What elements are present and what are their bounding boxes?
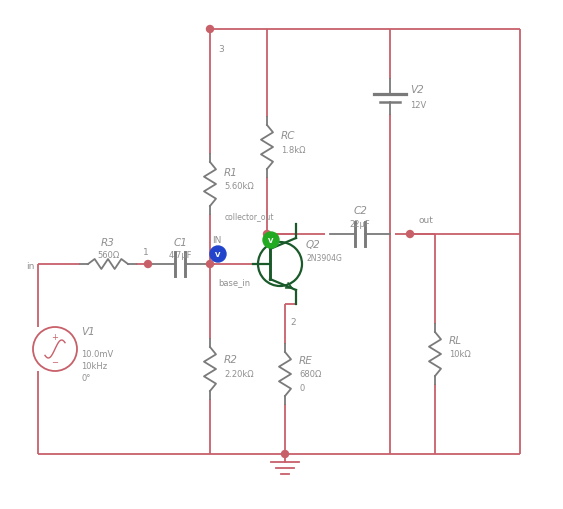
Text: 12V: 12V	[410, 100, 426, 109]
Text: RE: RE	[299, 355, 313, 365]
Text: Q2: Q2	[306, 240, 321, 249]
Text: 0: 0	[299, 384, 304, 393]
Text: 560Ω: 560Ω	[97, 250, 119, 259]
Text: R2: R2	[224, 354, 238, 364]
Text: R3: R3	[101, 238, 115, 247]
Text: 4.7μF: 4.7μF	[168, 250, 192, 259]
Text: RC: RC	[281, 131, 296, 140]
Circle shape	[282, 450, 288, 458]
Text: 5.60kΩ: 5.60kΩ	[224, 182, 254, 191]
Text: −: −	[51, 358, 59, 367]
Circle shape	[207, 261, 213, 268]
Text: out: out	[418, 216, 433, 225]
Text: 10kΩ: 10kΩ	[449, 350, 471, 359]
Text: 1.8kΩ: 1.8kΩ	[281, 146, 306, 155]
Text: 22μF: 22μF	[350, 220, 370, 229]
Text: V: V	[269, 238, 274, 243]
Text: C1: C1	[173, 238, 187, 247]
Text: +: +	[52, 333, 59, 342]
Text: R1: R1	[224, 167, 238, 178]
Circle shape	[406, 231, 413, 238]
Circle shape	[207, 26, 213, 34]
Text: RL: RL	[449, 335, 462, 345]
Text: 10kHz: 10kHz	[81, 362, 107, 371]
Text: V: V	[215, 251, 221, 258]
Text: 2: 2	[290, 318, 296, 327]
Text: 10.0mV: 10.0mV	[81, 350, 113, 359]
Circle shape	[210, 246, 226, 263]
Text: 2N3904G: 2N3904G	[306, 254, 342, 263]
Text: 2.20kΩ: 2.20kΩ	[224, 370, 253, 379]
Circle shape	[145, 261, 151, 268]
Text: collector_out: collector_out	[225, 212, 275, 221]
Text: V1: V1	[81, 326, 95, 336]
Circle shape	[263, 231, 270, 238]
Text: 3: 3	[218, 45, 224, 54]
Text: V2: V2	[410, 85, 424, 95]
Text: 0°: 0°	[81, 374, 91, 383]
Circle shape	[263, 233, 279, 248]
Text: 1: 1	[143, 248, 149, 257]
Text: C2: C2	[353, 206, 367, 216]
Text: 680Ω: 680Ω	[299, 370, 321, 379]
Text: in: in	[26, 262, 34, 271]
Text: IN: IN	[212, 236, 221, 245]
Text: base_in: base_in	[218, 278, 250, 287]
